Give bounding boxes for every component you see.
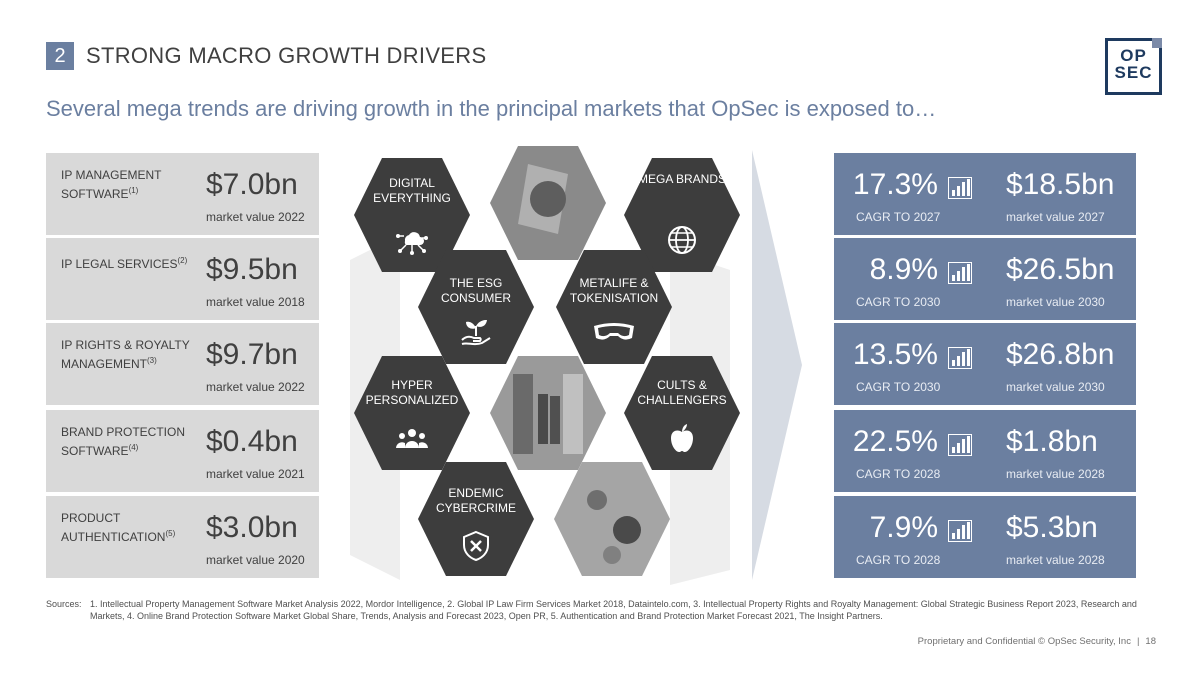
- chevron-arrow: [752, 150, 802, 580]
- section-number-badge: 2: [46, 42, 74, 70]
- market-label: BRAND PROTECTION SOFTWARE(4): [61, 425, 186, 458]
- cagr-caption: CAGR TO 2027: [856, 210, 941, 224]
- bar-chart-icon: [948, 177, 972, 199]
- photo-hexagon-shopping: [488, 144, 608, 262]
- forecast-box-ip-management: 17.3% CAGR TO 2027 $18.5bn market value …: [834, 153, 1136, 235]
- forecast-caption: market value 2028: [1006, 553, 1105, 567]
- market-value: $9.7bn: [206, 338, 298, 371]
- market-value: $9.5bn: [206, 253, 298, 286]
- trend-label: THE ESG CONSUMER: [440, 276, 511, 305]
- trend-label: DIGITAL EVERYTHING: [373, 176, 451, 205]
- market-caption: market value 2020: [206, 553, 305, 567]
- forecast-box-ip-rights: 13.5% CAGR TO 2030 $26.8bn market value …: [834, 323, 1136, 405]
- forecast-value: $18.5bn: [1006, 168, 1115, 201]
- trend-hexagon-cluster: DIGITAL EVERYTHING MEGA BRANDS THE ESG C…: [340, 140, 740, 585]
- page-title: STRONG MACRO GROWTH DRIVERS: [86, 43, 487, 68]
- cagr-value: 13.5%: [852, 338, 938, 371]
- cagr-value: 8.9%: [869, 253, 938, 286]
- shield-x-icon: [463, 530, 489, 562]
- forecast-value: $26.8bn: [1006, 338, 1115, 371]
- logo-text: OP SEC: [1108, 47, 1159, 81]
- forecast-value: $1.8bn: [1006, 425, 1098, 458]
- forecast-caption: market value 2030: [1006, 380, 1105, 394]
- trend-label: METALIFE & TOKENISATION: [569, 276, 659, 305]
- cagr-caption: CAGR TO 2030: [856, 295, 941, 309]
- apple-icon: [671, 424, 693, 452]
- trend-hexagon-digital-everything: DIGITAL EVERYTHING: [352, 156, 472, 274]
- globe-icon: [668, 226, 696, 254]
- bar-chart-icon: [948, 347, 972, 369]
- market-caption: market value 2018: [206, 295, 305, 309]
- market-caption: market value 2022: [206, 210, 305, 224]
- trend-hexagon-cults-challengers: CULTS & CHALLENGERS: [622, 354, 742, 472]
- trend-hexagon-metalife: METALIFE & TOKENISATION: [554, 248, 674, 366]
- forecast-caption: market value 2028: [1006, 467, 1105, 481]
- cagr-caption: CAGR TO 2028: [856, 553, 941, 567]
- logo-line-1: OP: [1120, 46, 1147, 65]
- bar-chart-icon: [948, 520, 972, 542]
- market-label: IP LEGAL SERVICES(2): [61, 256, 188, 271]
- confidentiality-notice: Proprietary and Confidential © OpSec Sec…: [917, 636, 1131, 647]
- market-label: IP RIGHTS & ROYALTY MANAGEMENT(3): [61, 338, 190, 371]
- cagr-value: 17.3%: [852, 168, 938, 201]
- trend-hexagon-esg-consumer: THE ESG CONSUMER: [416, 248, 536, 366]
- market-box-product-authentication: PRODUCT AUTHENTICATION(5) $3.0bn market …: [46, 496, 319, 578]
- forecast-box-product-authentication: 7.9% CAGR TO 2028 $5.3bn market value 20…: [834, 496, 1136, 578]
- trend-hexagon-mega-brands: MEGA BRANDS: [622, 156, 742, 274]
- plant-in-hand-icon: [461, 319, 491, 346]
- bar-chart-icon: [948, 434, 972, 456]
- trend-hexagon-endemic-cybercrime: ENDEMIC CYBERCRIME: [416, 460, 536, 578]
- opsec-logo: OP SEC: [1105, 38, 1162, 95]
- market-value: $3.0bn: [206, 511, 298, 544]
- photo-hexagon-street: [488, 354, 608, 472]
- forecast-caption: market value 2027: [1006, 210, 1105, 224]
- trend-label: CULTS & CHALLENGERS: [637, 378, 727, 407]
- footer-separator: |: [1136, 636, 1140, 647]
- cagr-caption: CAGR TO 2030: [856, 380, 941, 394]
- market-label: IP MANAGEMENT SOFTWARE(1): [61, 168, 162, 201]
- forecast-value: $5.3bn: [1006, 511, 1098, 544]
- market-label: PRODUCT AUTHENTICATION(5): [61, 511, 176, 544]
- trend-hexagon-hyper-personalized: HYPER PERSONALIZED: [352, 354, 472, 472]
- trend-label: ENDEMIC CYBERCRIME: [435, 486, 516, 515]
- cagr-value: 7.9%: [869, 511, 938, 544]
- cloud-network-icon: [396, 232, 428, 255]
- photo-hexagon-crowd: [552, 460, 672, 578]
- vr-headset-icon: [594, 323, 634, 340]
- market-value: $7.0bn: [206, 168, 298, 201]
- trend-label: MEGA BRANDS: [637, 172, 727, 186]
- forecast-box-ip-legal: 8.9% CAGR TO 2030 $26.5bn market value 2…: [834, 238, 1136, 320]
- market-value: $0.4bn: [206, 425, 298, 458]
- market-box-ip-rights: IP RIGHTS & ROYALTY MANAGEMENT(3) $9.7bn…: [46, 323, 319, 405]
- forecast-caption: market value 2030: [1006, 295, 1105, 309]
- market-box-ip-management: IP MANAGEMENT SOFTWARE(1) $7.0bn market …: [46, 153, 319, 235]
- people-group-icon: [396, 429, 428, 448]
- page-subtitle: Several mega trends are driving growth i…: [46, 96, 937, 121]
- bar-chart-icon: [948, 262, 972, 284]
- logo-accent-square: [1152, 38, 1162, 48]
- cagr-value: 22.5%: [852, 425, 938, 458]
- market-caption: market value 2022: [206, 380, 305, 394]
- forecast-box-brand-protection: 22.5% CAGR TO 2028 $1.8bn market value 2…: [834, 410, 1136, 492]
- sources-text: 1. Intellectual Property Management Soft…: [90, 599, 1137, 621]
- logo-line-2: SEC: [1114, 63, 1153, 82]
- market-caption: market value 2021: [206, 467, 305, 481]
- page-number: 18: [1145, 636, 1156, 647]
- sources-label: Sources:: [46, 599, 82, 609]
- trend-label: HYPER PERSONALIZED: [365, 378, 459, 407]
- page-footer: Proprietary and Confidential © OpSec Sec…: [918, 636, 1156, 647]
- forecast-value: $26.5bn: [1006, 253, 1115, 286]
- cagr-caption: CAGR TO 2028: [856, 467, 941, 481]
- market-box-ip-legal: IP LEGAL SERVICES(2) $9.5bn market value…: [46, 238, 319, 320]
- market-box-brand-protection: BRAND PROTECTION SOFTWARE(4) $0.4bn mark…: [46, 410, 319, 492]
